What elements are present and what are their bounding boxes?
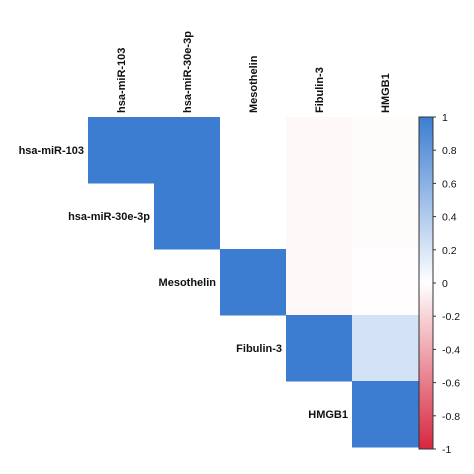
- row-label: Mesothelin: [159, 277, 217, 289]
- heatmap-cell-0-1: [154, 117, 221, 184]
- heatmap-cells: [88, 117, 419, 448]
- colorbar-ticks: 1 0.8 0.6 0.4 0.2 0 -0.2 -0.4 -0.6 -0.8 -1: [433, 112, 460, 456]
- colorbar-tick-label: 1: [442, 112, 448, 124]
- heatmap-cell-0-2: [220, 117, 287, 184]
- column-label: hsa-miR-103: [116, 48, 128, 113]
- heatmap-cell-0-4: [352, 117, 419, 184]
- heatmap-cell-3-3: [286, 315, 353, 382]
- colorbar-tick-label: 0.4: [442, 212, 457, 224]
- colorbar-tick-label: 0.8: [442, 145, 457, 157]
- heatmap-cell-0-0: [88, 117, 155, 184]
- row-label: HMGB1: [308, 409, 348, 421]
- colorbar-tick-label: 0.6: [442, 178, 457, 190]
- column-label: Fibulin-3: [314, 67, 326, 113]
- colorbar: 1 0.8 0.6 0.4 0.2 0 -0.2 -0.4 -0.6 -0.8 -1: [418, 112, 460, 456]
- colorbar-tick-label: -0.2: [442, 311, 460, 323]
- heatmap-cell-1-4: [352, 183, 419, 250]
- row-label: Fibulin-3: [236, 343, 282, 355]
- heatmap-cell-0-3: [286, 117, 353, 184]
- colorbar-tick-label: 0: [442, 278, 448, 290]
- column-labels: hsa-miR-103 hsa-miR-30e-3p Mesothelin Fibul…: [116, 31, 392, 113]
- heatmap-cell-1-2: [220, 183, 287, 250]
- colorbar-tick-label: 0.2: [442, 245, 457, 257]
- colorbar-tick-label: -1: [442, 444, 451, 456]
- heatmap-cell-1-3: [286, 183, 353, 250]
- column-label: HMGB1: [380, 73, 392, 113]
- column-label: Mesothelin: [248, 55, 260, 113]
- heatmap-cell-1-1: [154, 183, 221, 250]
- heatmap-cell-4-4: [352, 381, 419, 448]
- colorbar-tick-label: -0.6: [442, 378, 460, 390]
- heatmap-cell-2-2: [220, 249, 287, 316]
- colorbar-gradient: [418, 116, 434, 450]
- row-label: hsa-miR-103: [19, 145, 84, 157]
- heatmap-cell-2-3: [286, 249, 353, 316]
- row-label: hsa-miR-30e-3p: [68, 211, 150, 223]
- row-labels: hsa-miR-103 hsa-miR-30e-3p Mesothelin Fibul…: [19, 145, 348, 421]
- colorbar-tick-label: -0.4: [442, 344, 460, 356]
- colorbar-tick-label: -0.8: [442, 411, 460, 423]
- heatmap-cell-2-4: [352, 249, 419, 316]
- heatmap-cell-3-4: [352, 315, 419, 382]
- column-label: hsa-miR-30e-3p: [182, 31, 194, 113]
